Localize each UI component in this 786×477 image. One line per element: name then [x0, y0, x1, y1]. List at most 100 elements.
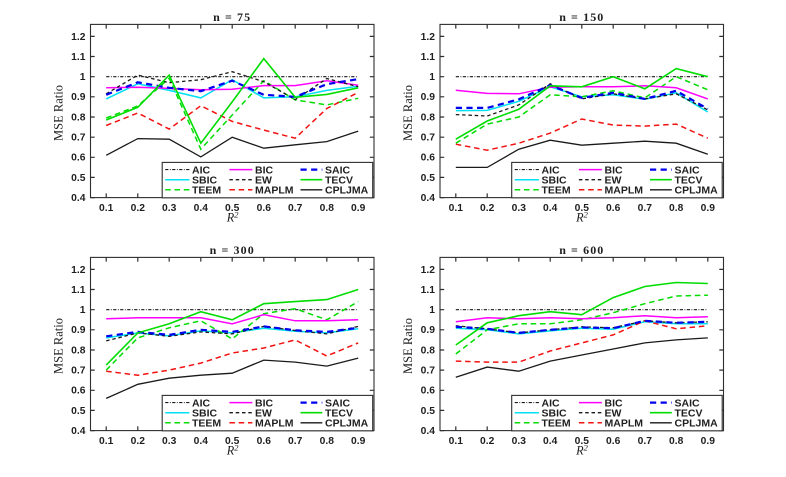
- svg-text:0.2: 0.2: [131, 203, 146, 214]
- svg-text:SAIC: SAIC: [325, 164, 351, 176]
- svg-text:0.6: 0.6: [606, 436, 621, 447]
- svg-text:0.8: 0.8: [71, 345, 86, 356]
- svg-text:1.2: 1.2: [71, 32, 86, 43]
- svg-text:0.8: 0.8: [71, 112, 86, 123]
- svg-text:CPLJMA: CPLJMA: [325, 185, 369, 197]
- svg-text:1.2: 1.2: [421, 32, 436, 43]
- svg-text:0.3: 0.3: [512, 203, 527, 214]
- svg-text:0.6: 0.6: [257, 436, 272, 447]
- svg-text:MSE Ratio: MSE Ratio: [52, 318, 66, 374]
- svg-text:1: 1: [429, 72, 435, 83]
- svg-text:AIC: AIC: [542, 164, 561, 176]
- svg-text:EW: EW: [255, 408, 272, 420]
- svg-text:0.5: 0.5: [71, 173, 86, 184]
- svg-text:0.8: 0.8: [320, 203, 335, 214]
- svg-text:0.9: 0.9: [351, 436, 366, 447]
- svg-text:1.1: 1.1: [421, 52, 436, 63]
- svg-text:MSE Ratio: MSE Ratio: [401, 85, 415, 141]
- svg-text:TECV: TECV: [675, 408, 703, 420]
- svg-text:SAIC: SAIC: [675, 397, 701, 409]
- svg-text:0.7: 0.7: [638, 436, 653, 447]
- svg-text:BIC: BIC: [255, 397, 274, 409]
- svg-text:0.2: 0.2: [131, 436, 146, 447]
- svg-text:0.9: 0.9: [701, 203, 716, 214]
- svg-text:0.4: 0.4: [543, 436, 558, 447]
- svg-text:TEEM: TEEM: [542, 185, 571, 197]
- svg-text:0.5: 0.5: [225, 436, 240, 447]
- svg-text:0.5: 0.5: [421, 406, 436, 417]
- svg-text:0.1: 0.1: [449, 203, 464, 214]
- svg-text:0.7: 0.7: [421, 133, 436, 144]
- svg-text:AIC: AIC: [542, 397, 561, 409]
- svg-text:0.1: 0.1: [449, 436, 464, 447]
- svg-text:0.4: 0.4: [194, 203, 209, 214]
- svg-text:SBIC: SBIC: [192, 408, 218, 420]
- svg-text:0.7: 0.7: [288, 436, 303, 447]
- svg-text:0.8: 0.8: [669, 436, 684, 447]
- svg-text:0.7: 0.7: [421, 366, 436, 377]
- svg-text:0.3: 0.3: [162, 203, 177, 214]
- svg-text:0.5: 0.5: [421, 173, 436, 184]
- svg-text:1.2: 1.2: [71, 265, 86, 276]
- svg-text:AIC: AIC: [192, 164, 211, 176]
- svg-text:0.3: 0.3: [512, 436, 527, 447]
- svg-text:TEEM: TEEM: [192, 418, 221, 430]
- svg-text:n = 300: n = 300: [210, 243, 255, 257]
- svg-text:TEEM: TEEM: [192, 185, 221, 197]
- svg-text:0.5: 0.5: [225, 203, 240, 214]
- svg-text:0.7: 0.7: [71, 133, 86, 144]
- svg-text:MSE Ratio: MSE Ratio: [401, 318, 415, 374]
- svg-text:0.9: 0.9: [351, 203, 366, 214]
- svg-text:0.8: 0.8: [669, 203, 684, 214]
- svg-text:AIC: AIC: [192, 397, 211, 409]
- svg-text:TEEM: TEEM: [542, 418, 571, 430]
- svg-text:1: 1: [80, 72, 86, 83]
- svg-text:1.1: 1.1: [71, 285, 86, 296]
- svg-text:0.3: 0.3: [162, 436, 177, 447]
- svg-text:SBIC: SBIC: [542, 175, 568, 187]
- svg-text:n = 75: n = 75: [213, 10, 251, 24]
- svg-text:0.9: 0.9: [71, 92, 86, 103]
- svg-text:0.6: 0.6: [421, 153, 436, 164]
- svg-text:MAPLM: MAPLM: [255, 185, 294, 197]
- svg-text:0.4: 0.4: [71, 193, 86, 204]
- svg-text:SAIC: SAIC: [325, 397, 351, 409]
- svg-text:0.2: 0.2: [480, 203, 495, 214]
- svg-text:EW: EW: [605, 175, 622, 187]
- svg-text:1: 1: [80, 305, 86, 316]
- svg-text:0.8: 0.8: [320, 436, 335, 447]
- svg-text:1: 1: [429, 305, 435, 316]
- svg-text:0.8: 0.8: [421, 112, 436, 123]
- svg-text:0.9: 0.9: [701, 436, 716, 447]
- svg-text:0.5: 0.5: [575, 203, 590, 214]
- svg-text:0.6: 0.6: [421, 386, 436, 397]
- svg-text:n = 600: n = 600: [559, 243, 604, 257]
- svg-text:MSE Ratio: MSE Ratio: [52, 85, 66, 141]
- svg-text:TECV: TECV: [325, 408, 353, 420]
- svg-text:0.7: 0.7: [71, 366, 86, 377]
- svg-text:0.1: 0.1: [99, 203, 114, 214]
- svg-text:0.7: 0.7: [288, 203, 303, 214]
- svg-text:EW: EW: [605, 408, 622, 420]
- svg-text:CPLJMA: CPLJMA: [325, 418, 369, 430]
- svg-text:SAIC: SAIC: [675, 164, 701, 176]
- svg-text:0.9: 0.9: [71, 325, 86, 336]
- svg-text:TECV: TECV: [325, 175, 353, 187]
- svg-text:0.6: 0.6: [257, 203, 272, 214]
- svg-text:TECV: TECV: [675, 175, 703, 187]
- svg-text:n = 150: n = 150: [559, 10, 604, 24]
- svg-text:0.4: 0.4: [421, 193, 436, 204]
- svg-text:0.6: 0.6: [71, 386, 86, 397]
- svg-text:0.4: 0.4: [421, 426, 436, 437]
- svg-text:0.7: 0.7: [638, 203, 653, 214]
- svg-text:0.6: 0.6: [606, 203, 621, 214]
- svg-text:1.1: 1.1: [71, 52, 86, 63]
- svg-text:MAPLM: MAPLM: [255, 418, 294, 430]
- svg-text:0.8: 0.8: [421, 345, 436, 356]
- svg-text:0.4: 0.4: [71, 426, 86, 437]
- svg-text:0.5: 0.5: [575, 436, 590, 447]
- svg-text:BIC: BIC: [605, 397, 624, 409]
- svg-text:CPLJMA: CPLJMA: [675, 418, 719, 430]
- svg-text:0.9: 0.9: [421, 92, 436, 103]
- svg-text:SBIC: SBIC: [192, 175, 218, 187]
